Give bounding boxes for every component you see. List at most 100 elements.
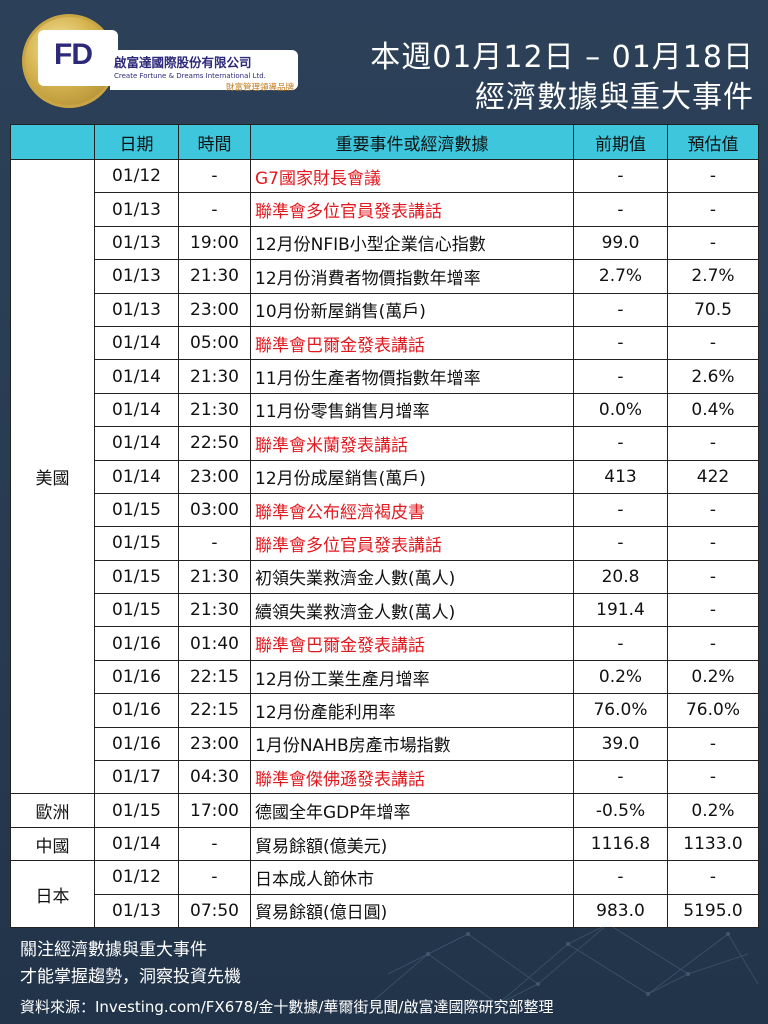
time-cell: 22:50 xyxy=(178,426,251,461)
economic-calendar-table: 日期 時間 重要事件或經濟數據 前期值 預估值 美國 01/12- G7國家財長會議… xyxy=(10,124,759,928)
event-cell: 德國全年GDP年增率 xyxy=(250,793,574,828)
previous-value-cell: - xyxy=(573,292,668,327)
table-header-row: 日期 時間 重要事件或經濟數據 前期值 預估值 xyxy=(10,124,759,160)
forecast-value-cell: - xyxy=(667,158,759,194)
forecast-value-cell: - xyxy=(667,426,759,461)
date-cell: 01/12 xyxy=(94,860,179,895)
previous-value-cell: 39.0 xyxy=(573,726,668,762)
time-cell: - xyxy=(178,826,251,862)
event-cell: 續領失業救濟金人數(萬人) xyxy=(250,593,574,628)
date-cell: 01/13 xyxy=(94,893,179,928)
table-row: 01/14 22:50 聯準會米蘭發表講話 - - xyxy=(11,426,759,461)
previous-value-cell: 191.4 xyxy=(573,593,668,628)
previous-value-cell: - xyxy=(573,426,668,461)
table-row: 01/16 22:15 12月份產能利用率 76.0% 76.0% xyxy=(11,693,759,728)
time-cell: - xyxy=(178,192,251,227)
region-cell: 美國 xyxy=(10,158,95,795)
previous-value-cell: 20.8 xyxy=(573,559,668,595)
date-cell: 01/13 xyxy=(94,192,179,227)
date-cell: 01/14 xyxy=(94,426,179,461)
table-row: 01/13 19:00 12月份NFIB小型企業信心指數 99.0- xyxy=(11,225,759,261)
table-row: 01/14 21:30 11月份生產者物價指數年增率 -2.6% xyxy=(11,359,759,394)
date-cell: 01/17 xyxy=(94,760,179,795)
table-row: 美國 01/12- G7國家財長會議 - - xyxy=(10,158,759,795)
date-cell: 01/16 xyxy=(94,693,179,728)
footer-slogan-line1: 關注經濟數據與重大事件 xyxy=(20,940,207,960)
header-forecast: 預估值 xyxy=(667,124,759,160)
date-cell: 01/15 xyxy=(94,559,179,595)
time-cell: - xyxy=(178,860,251,895)
region-cell: 中國 xyxy=(10,826,95,862)
previous-value-cell: 2.7% xyxy=(573,259,668,294)
table-row: 01/14 05:00 聯準會巴爾金發表講話 - - xyxy=(11,325,759,361)
region-cell: 歐洲 xyxy=(10,793,95,828)
company-name-block: 啟富達國際股份有限公司 Create Fortune & Dreams Inte… xyxy=(110,50,298,93)
date-cell: 01/14 xyxy=(94,325,179,361)
date-cell: 01/16 xyxy=(94,626,179,661)
time-cell: 17:00 xyxy=(178,793,251,828)
logo-plate xyxy=(38,30,118,86)
forecast-value-cell: 2.6% xyxy=(667,359,759,394)
date-cell: 01/14 xyxy=(94,826,179,862)
forecast-value-cell: 0.2% xyxy=(667,793,759,828)
event-cell: 12月份產能利用率 xyxy=(250,693,574,728)
date-cell: 01/15 xyxy=(94,593,179,628)
date-cell: 01/13 xyxy=(94,225,179,261)
previous-value-cell: -0.5% xyxy=(573,793,668,828)
event-cell: 12月份NFIB小型企業信心指數 xyxy=(250,225,574,261)
table-row: 01/16 23:00 1月份NAHB房產市場指數 39.0- xyxy=(11,726,759,762)
previous-value-cell: 0.0% xyxy=(573,392,668,428)
previous-value-cell: - xyxy=(573,860,668,895)
time-cell: 21:30 xyxy=(178,593,251,628)
network-decoration xyxy=(357,922,759,1015)
previous-value-cell: - xyxy=(573,158,668,194)
forecast-value-cell: - xyxy=(667,192,759,227)
date-cell: 01/13 xyxy=(94,292,179,327)
table-row: 01/15- 聯準會多位官員發表講話 - - xyxy=(11,526,759,561)
event-cell: 聯準會多位官員發表講話 xyxy=(250,192,574,227)
table-row: 01/16 22:15 12月份工業生產月增率 0.2% 0.2% xyxy=(11,659,759,695)
previous-value-cell: 983.0 xyxy=(573,893,668,928)
forecast-value-cell: 70.5 xyxy=(667,292,759,327)
previous-value-cell: - xyxy=(573,492,668,528)
forecast-value-cell: 76.0% xyxy=(667,693,759,728)
time-cell: 07:50 xyxy=(178,893,251,928)
date-cell: 01/12 xyxy=(94,158,179,194)
event-cell: 日本成人節休市 xyxy=(250,860,574,895)
date-cell: 01/15 xyxy=(94,492,179,528)
forecast-value-cell: 2.7% xyxy=(667,259,759,294)
event-cell: 11月份生產者物價指數年增率 xyxy=(250,359,574,394)
table-row: 歐洲 01/15 17:00 德國全年GDP年增率 -0.5% 0.2% xyxy=(10,793,759,828)
previous-value-cell: 1116.8 xyxy=(573,826,668,862)
forecast-value-cell: - xyxy=(667,559,759,595)
time-cell: 21:30 xyxy=(178,392,251,428)
table-row: 01/16 01:40 聯準會巴爾金發表講話 - - xyxy=(11,626,759,661)
event-cell: 貿易餘額(億日圓) xyxy=(250,893,574,928)
table-row: 01/13 07:50 貿易餘額(億日圓) 983.0 5195.0 xyxy=(11,893,759,928)
previous-value-cell: 413 xyxy=(573,459,668,494)
company-name-en: Create Fortune & Dreams International Lt… xyxy=(114,72,266,80)
table-row: 01/13 23:00 10月份新屋銷售(萬戶) -70.5 xyxy=(11,292,759,327)
time-cell: - xyxy=(178,158,251,194)
event-cell: 初領失業救濟金人數(萬人) xyxy=(250,559,574,595)
previous-value-cell: 0.2% xyxy=(573,659,668,695)
event-cell: 聯準會傑佛遜發表講話 xyxy=(250,760,574,795)
table-body: 美國 01/12- G7國家財長會議 - -01/13- 聯準會多位官員發表講話 - -01/… xyxy=(10,158,759,928)
table-row: 01/14 21:30 11月份零售銷售月增率 0.0% 0.4% xyxy=(11,392,759,428)
table-row: 01/15 03:00 聯準會公布經濟褐皮書 - - xyxy=(11,492,759,528)
date-cell: 01/15 xyxy=(94,526,179,561)
forecast-value-cell: - xyxy=(667,626,759,661)
time-cell: - xyxy=(178,526,251,561)
table-row: 01/13- 聯準會多位官員發表講話 - - xyxy=(11,192,759,227)
date-cell: 01/14 xyxy=(94,392,179,428)
event-cell: 聯準會多位官員發表講話 xyxy=(250,526,574,561)
header-region xyxy=(10,124,95,160)
previous-value-cell: - xyxy=(573,325,668,361)
forecast-value-cell: - xyxy=(667,492,759,528)
forecast-value-cell: 1133.0 xyxy=(667,826,759,862)
forecast-value-cell: - xyxy=(667,760,759,795)
previous-value-cell: - xyxy=(573,359,668,394)
date-cell: 01/13 xyxy=(94,259,179,294)
time-cell: 05:00 xyxy=(178,325,251,361)
page-title: 經濟數據與重大事件 xyxy=(475,80,754,115)
